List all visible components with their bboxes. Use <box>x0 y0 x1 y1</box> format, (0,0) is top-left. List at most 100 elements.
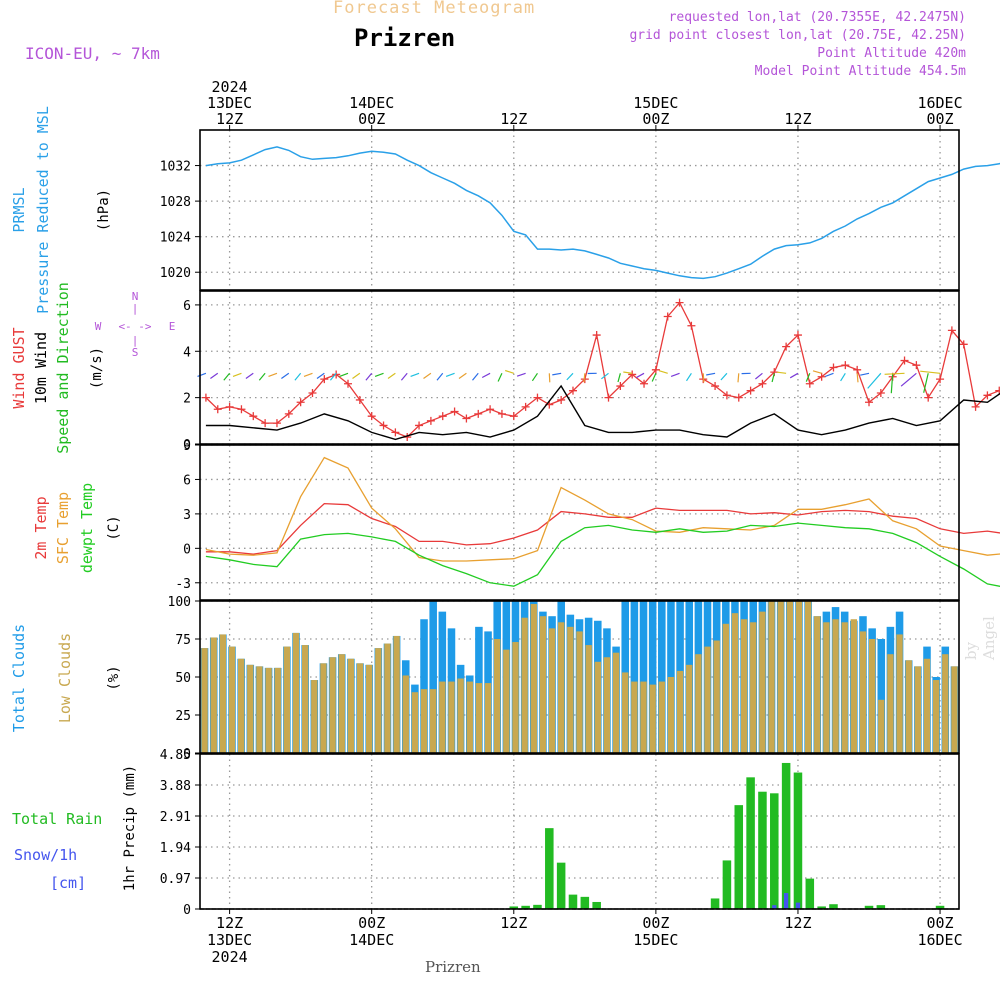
wind-direction-arrow <box>670 372 680 377</box>
gust-marker <box>225 402 234 411</box>
gust-marker <box>616 382 625 391</box>
gust-marker <box>213 405 222 414</box>
compass-n: N <box>132 290 139 303</box>
wind-direction-arrow <box>856 373 859 383</box>
wind-direction-arrow <box>884 372 905 375</box>
wind-direction-arrow <box>436 372 444 381</box>
low-cloud-bar <box>558 622 565 753</box>
gust-marker <box>474 409 483 418</box>
low-cloud-bar <box>585 645 592 753</box>
low-cloud-bar <box>210 637 217 753</box>
low-cloud-bar <box>942 654 949 753</box>
x-tick-label-bottom: 00Z <box>358 914 385 932</box>
low-clouds-label: Low Clouds <box>56 633 74 723</box>
low-cloud-bar <box>448 681 455 753</box>
wind-direction-arrow <box>531 372 538 382</box>
prmsl-desc-label: Pressure Reduced to MSL <box>34 106 52 314</box>
compass-ns: | <box>132 302 139 315</box>
gust-marker <box>746 386 755 395</box>
rain-bar <box>533 904 542 909</box>
low-cloud-bar <box>804 601 812 753</box>
axis-labels: 10201024102810320246-30369025507510000.9… <box>160 78 963 966</box>
low-cloud-bar <box>603 657 611 753</box>
gust-marker <box>900 356 909 365</box>
gust-marker <box>793 331 802 340</box>
low-cloud-bar <box>612 652 620 753</box>
low-cloud-bar <box>841 622 848 753</box>
total-cloud-bar <box>429 601 437 753</box>
low-cloud-bar <box>695 654 702 753</box>
wind-direction-arrow <box>258 372 266 381</box>
low-cloud-bar <box>887 654 894 753</box>
rain-bar <box>864 905 874 909</box>
rain-bar <box>592 901 601 909</box>
y-tick-label: 1020 <box>160 266 191 281</box>
low-cloud-bar <box>283 646 291 753</box>
x-tick-label-top: 12Z <box>500 110 527 128</box>
low-cloud-bar <box>512 642 519 753</box>
wind-direction-arrow <box>197 372 207 377</box>
low-cloud-bar <box>594 661 601 753</box>
wind-direction-arrow <box>497 373 503 382</box>
x-tick-label-top: 14DEC <box>349 94 394 112</box>
point-altitude: Point Altitude 420m <box>817 46 966 61</box>
low-cloud-bar <box>923 658 931 753</box>
low-cloud-bar <box>823 622 830 753</box>
low-cloud-bar <box>548 628 556 753</box>
low-cloud-bar <box>384 643 391 753</box>
wind-direction-arrow <box>860 372 870 376</box>
x-tick-label-top: 2024 <box>212 78 248 96</box>
y-tick-label: 1024 <box>160 231 191 246</box>
gust-marker <box>296 398 305 407</box>
y-tick-label: 0 <box>183 438 191 453</box>
wind-direction-arrow <box>900 372 917 387</box>
x-tick-label-top: 12Z <box>216 110 243 128</box>
low-cloud-bar <box>859 631 867 753</box>
model-label: ICON-EU, ~ 7km <box>25 44 160 63</box>
gust-marker <box>391 428 400 437</box>
wind-direction-arrow <box>651 373 657 382</box>
low-cloud-bar <box>475 683 483 753</box>
panel-frame-wind <box>199 290 960 445</box>
low-cloud-bar <box>759 611 766 753</box>
gust-marker <box>379 421 388 430</box>
low-cloud-bar <box>402 675 409 753</box>
low-cloud-bar <box>521 617 528 753</box>
low-cloud-bar <box>740 619 748 753</box>
low-cloud-bar <box>494 639 501 753</box>
y-tick-label: 6 <box>183 473 191 488</box>
gust-marker <box>865 398 874 407</box>
low-cloud-bar <box>622 672 629 753</box>
low-cloud-bar <box>219 634 227 753</box>
gust-marker <box>557 395 566 404</box>
gust-marker <box>592 331 601 340</box>
wind-direction-arrow <box>505 369 514 374</box>
gust-marker <box>521 402 530 411</box>
grid-layer <box>200 130 959 910</box>
gust-marker <box>426 416 435 425</box>
gust-marker <box>497 409 506 418</box>
y-tick-label: 1028 <box>160 195 191 210</box>
rain-bar <box>746 777 755 909</box>
wind-direction-arrow <box>805 373 811 382</box>
low-cloud-bar <box>850 619 858 753</box>
wind-gust-label: Wind GUST <box>10 327 28 408</box>
low-cloud-bar <box>457 678 464 753</box>
rain-bar <box>793 772 803 909</box>
total-cloud-bar <box>658 601 666 753</box>
low-cloud-bar <box>320 663 327 753</box>
gust-marker <box>533 393 542 402</box>
y-tick-label: -3 <box>175 577 191 592</box>
low-cloud-bar <box>466 681 473 753</box>
wind-direction-arrow <box>617 373 621 383</box>
wind-direction-arrow <box>840 372 846 382</box>
rain-bar <box>817 906 826 909</box>
gust-marker <box>284 409 293 418</box>
low-cloud-bar <box>530 604 537 753</box>
y-tick-label: 4 <box>183 345 191 360</box>
wind-direction-arrow <box>329 372 337 381</box>
gust-marker <box>320 375 329 384</box>
wind-direction-arrow <box>583 373 586 383</box>
gust-marker <box>272 419 281 428</box>
low-cloud-bar <box>914 666 922 753</box>
